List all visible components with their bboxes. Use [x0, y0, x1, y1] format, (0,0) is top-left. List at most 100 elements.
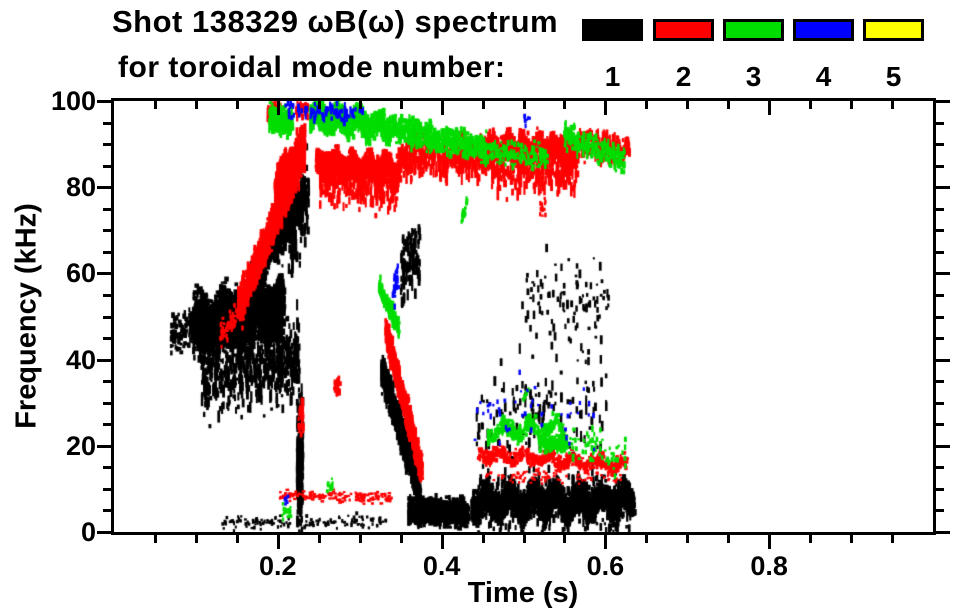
- tick-mark: [809, 101, 812, 109]
- tick-mark: [482, 535, 485, 543]
- y-tick-label-20: 20: [65, 430, 96, 461]
- legend-swatch-mode-3: [723, 19, 784, 41]
- tick-mark: [318, 101, 321, 109]
- tick-mark: [891, 101, 894, 109]
- legend-swatch-mode-1: [582, 19, 643, 41]
- tick-mark: [103, 229, 111, 232]
- tick-mark: [936, 423, 944, 426]
- tick-mark: [936, 509, 944, 512]
- tick-mark: [103, 208, 111, 211]
- tick-mark: [441, 101, 444, 115]
- y-tick-label-80: 80: [65, 172, 96, 203]
- tick-mark: [686, 101, 689, 109]
- tick-mark: [936, 143, 944, 146]
- y-tick-label-100: 100: [50, 86, 96, 116]
- tick-mark: [936, 466, 944, 469]
- tick-mark: [727, 101, 730, 109]
- tick-mark: [936, 380, 944, 383]
- tick-mark: [936, 488, 944, 491]
- tick-mark: [523, 535, 526, 543]
- tick-mark: [103, 337, 111, 340]
- tick-mark: [103, 251, 111, 254]
- spectrogram-canvas: [114, 101, 933, 532]
- tick-mark: [936, 402, 944, 405]
- tick-mark: [97, 445, 111, 448]
- tick-mark: [103, 122, 111, 125]
- legend-label-mode-3: 3: [745, 61, 762, 92]
- tick-mark: [195, 535, 198, 543]
- x-tick-label-0.8: 0.8: [750, 551, 788, 581]
- tick-mark: [936, 316, 944, 319]
- tick-mark: [441, 535, 444, 549]
- tick-mark: [936, 122, 944, 125]
- tick-mark: [154, 535, 157, 543]
- tick-mark: [195, 101, 198, 109]
- legend-swatch-mode-5: [863, 19, 924, 41]
- legend-swatch-mode-2: [653, 19, 714, 41]
- tick-mark: [936, 251, 944, 254]
- tick-mark: [891, 535, 894, 543]
- tick-mark: [809, 535, 812, 543]
- tick-mark: [103, 402, 111, 405]
- tick-mark: [103, 423, 111, 426]
- tick-mark: [850, 101, 853, 109]
- tick-mark: [563, 535, 566, 543]
- x-axis-title: Time (s): [467, 577, 579, 609]
- y-tick-label-40: 40: [65, 344, 96, 375]
- tick-mark: [97, 186, 111, 189]
- tick-mark: [400, 535, 403, 543]
- tick-mark: [359, 535, 362, 543]
- tick-mark: [103, 143, 111, 146]
- tick-mark: [936, 294, 944, 297]
- x-tick-label-0.6: 0.6: [586, 551, 625, 581]
- chart-title-line1: Shot 138329 ωB(ω) spectrum: [112, 4, 559, 39]
- tick-mark: [103, 380, 111, 383]
- tick-mark: [236, 535, 239, 543]
- y-tick-label-60: 60: [65, 258, 96, 289]
- tick-mark: [97, 531, 111, 534]
- tick-mark: [154, 101, 157, 109]
- tick-mark: [686, 535, 689, 543]
- tick-mark: [936, 229, 944, 232]
- tick-mark: [936, 359, 950, 362]
- tick-mark: [936, 208, 944, 211]
- tick-mark: [103, 316, 111, 319]
- tick-mark: [482, 101, 485, 109]
- tick-mark: [523, 101, 526, 109]
- tick-mark: [936, 100, 950, 103]
- tick-mark: [359, 101, 362, 109]
- tick-mark: [563, 101, 566, 109]
- legend-label-mode-1: 1: [604, 61, 621, 92]
- tick-mark: [768, 101, 771, 115]
- chart-title-line2: for toroidal mode number:: [118, 51, 506, 84]
- legend-label-mode-4: 4: [815, 61, 832, 92]
- legend-swatch-mode-4: [793, 19, 854, 41]
- tick-mark: [936, 337, 944, 340]
- tick-mark: [400, 101, 403, 109]
- tick-mark: [936, 186, 950, 189]
- tick-mark: [727, 535, 730, 543]
- tick-mark: [97, 272, 111, 275]
- tick-mark: [645, 101, 648, 109]
- tick-mark: [604, 535, 607, 549]
- tick-mark: [103, 466, 111, 469]
- y-tick-label-0: 0: [80, 517, 96, 547]
- tick-mark: [850, 535, 853, 543]
- tick-mark: [277, 101, 280, 115]
- tick-mark: [236, 101, 239, 109]
- tick-mark: [103, 509, 111, 512]
- legend-label-mode-5: 5: [885, 61, 902, 92]
- tick-mark: [103, 294, 111, 297]
- tick-mark: [277, 535, 280, 549]
- tick-mark: [103, 488, 111, 491]
- tick-mark: [936, 445, 950, 448]
- tick-mark: [103, 165, 111, 168]
- tick-mark: [97, 100, 111, 103]
- tick-mark: [645, 535, 648, 543]
- legend-label-mode-2: 2: [675, 61, 692, 92]
- y-axis-title: Frequency (kHz): [10, 203, 43, 429]
- x-tick-label-0.2: 0.2: [259, 551, 297, 581]
- x-tick-label-0.4: 0.4: [422, 551, 461, 581]
- tick-mark: [936, 531, 950, 534]
- tick-mark: [604, 101, 607, 115]
